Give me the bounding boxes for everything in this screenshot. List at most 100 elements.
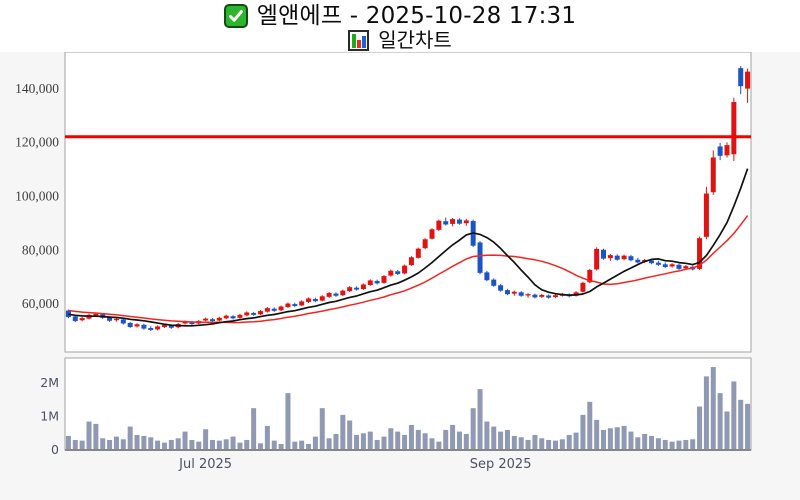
candle-body bbox=[450, 219, 456, 224]
candle-body bbox=[395, 271, 401, 274]
candle-body bbox=[237, 314, 243, 318]
candle-body bbox=[532, 294, 538, 298]
candle-body bbox=[216, 317, 222, 321]
volume-bar bbox=[546, 439, 552, 450]
candle-body bbox=[484, 272, 490, 281]
candle-body bbox=[271, 308, 277, 311]
chart-type-label: 일간차트 bbox=[378, 28, 452, 53]
volume-axis-labels: 0 1M 2M bbox=[40, 375, 59, 457]
candle-body bbox=[113, 318, 119, 321]
candle-body bbox=[244, 312, 250, 316]
candle-body bbox=[278, 306, 284, 311]
candle-body bbox=[367, 280, 373, 286]
volume-bar bbox=[683, 439, 689, 450]
volume-bar bbox=[141, 435, 147, 450]
candlesticks bbox=[65, 65, 751, 332]
candle-body bbox=[230, 316, 236, 319]
volume-bar bbox=[120, 439, 126, 450]
candle-body bbox=[731, 102, 737, 155]
candle-body bbox=[511, 291, 517, 294]
fast-ma-line bbox=[68, 168, 749, 327]
volume-bar bbox=[340, 414, 346, 450]
bar-chart-icon-blue-bar bbox=[361, 36, 366, 49]
volume-bar bbox=[381, 436, 387, 450]
volume-bar bbox=[573, 432, 579, 450]
candle-body bbox=[120, 319, 126, 324]
volume-bar bbox=[223, 439, 229, 450]
candle-body bbox=[621, 255, 627, 260]
header-title-line: 엘앤에프 - 2025-10-28 17:31 bbox=[223, 3, 577, 29]
price-tick-label: 100,000 bbox=[15, 188, 59, 203]
volume-bar bbox=[738, 399, 744, 450]
volume-bar bbox=[374, 439, 380, 450]
volume-bar bbox=[65, 435, 71, 450]
price-panel bbox=[64, 51, 752, 353]
volume-bar bbox=[237, 442, 243, 450]
volume-bar bbox=[258, 443, 264, 450]
volume-bar bbox=[422, 433, 428, 450]
checkmark-glyph bbox=[228, 10, 243, 22]
candle-body bbox=[580, 282, 586, 292]
volume-bar bbox=[511, 435, 517, 450]
volume-bar bbox=[532, 434, 538, 450]
candle-body bbox=[676, 264, 682, 269]
volume-tick-label: 1M bbox=[40, 409, 59, 424]
volume-bar bbox=[209, 439, 215, 450]
candle-body bbox=[402, 265, 408, 274]
bar-chart-icon-red-bar bbox=[356, 40, 361, 49]
candle-body bbox=[326, 293, 332, 297]
volume-bar bbox=[107, 439, 113, 450]
volume-bar bbox=[436, 441, 442, 450]
volume-bar bbox=[484, 421, 490, 450]
volume-bar bbox=[607, 428, 613, 450]
page-title: 엘앤에프 - 2025-10-28 17:31 bbox=[256, 3, 577, 29]
candle-body bbox=[724, 145, 730, 156]
header: 엘앤에프 - 2025-10-28 17:31 일간차트 bbox=[0, 0, 800, 53]
candle-body bbox=[79, 318, 85, 321]
candle-body bbox=[65, 310, 71, 318]
candle-body bbox=[148, 328, 154, 330]
candle-body bbox=[415, 248, 421, 258]
header-subtitle-line: 일간차트 bbox=[348, 29, 452, 52]
volume-bar bbox=[319, 408, 325, 450]
volume-bar bbox=[388, 428, 394, 450]
volume-bar bbox=[360, 433, 366, 450]
candle-body bbox=[72, 316, 78, 322]
candle-body bbox=[374, 280, 380, 284]
candle-body bbox=[477, 242, 483, 273]
volume-bar bbox=[662, 439, 668, 450]
volume-bar bbox=[614, 427, 620, 450]
volume-bar bbox=[100, 438, 106, 450]
candle-body bbox=[703, 193, 709, 237]
candle-body bbox=[614, 255, 620, 260]
volume-bar bbox=[710, 367, 716, 450]
slow-ma-line bbox=[68, 215, 749, 324]
volume-bar bbox=[587, 401, 593, 450]
volume-bar bbox=[463, 433, 469, 450]
month-tick-label: Jul 2025 bbox=[178, 457, 232, 472]
volume-bar bbox=[93, 423, 99, 450]
candle-body bbox=[168, 325, 174, 328]
volume-bar bbox=[312, 436, 318, 450]
candle-body bbox=[360, 284, 366, 290]
volume-bar bbox=[155, 440, 161, 450]
candle-body bbox=[436, 220, 442, 230]
volume-bar bbox=[161, 442, 167, 450]
candle-body bbox=[573, 292, 579, 296]
volume-bar bbox=[278, 443, 284, 450]
volume-bar bbox=[745, 403, 751, 450]
price-tick-label: 60,000 bbox=[22, 296, 59, 311]
volume-tick-label: 2M bbox=[40, 375, 59, 390]
volume-bar bbox=[498, 431, 504, 450]
candle-body bbox=[127, 322, 133, 327]
volume-bar bbox=[402, 434, 408, 450]
volume-bar bbox=[697, 406, 703, 450]
candle-body bbox=[319, 296, 325, 301]
volume-bar bbox=[676, 440, 682, 450]
volume-bar bbox=[539, 438, 545, 450]
volume-bar bbox=[354, 434, 360, 450]
candle-body bbox=[107, 317, 113, 321]
candle-body bbox=[312, 298, 318, 302]
candle-body bbox=[340, 290, 346, 296]
candle-body bbox=[443, 221, 449, 225]
